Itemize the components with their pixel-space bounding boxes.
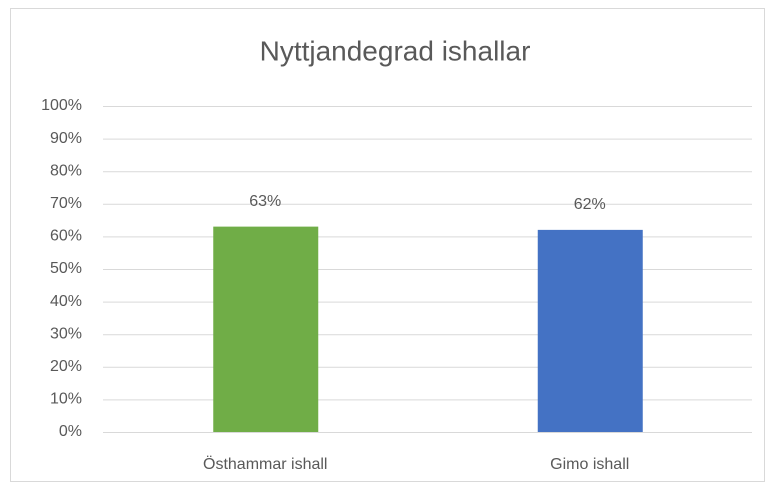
y-tick-label: 80% [50,162,82,179]
y-tick-label: 0% [59,423,82,440]
y-tick-label: 50% [50,260,82,277]
x-tick-label: Östhammar ishall [203,455,327,473]
y-tick-label: 70% [50,195,82,212]
value-label: 63% [249,193,281,210]
chart-border [10,8,765,482]
y-tick-label: 60% [50,228,82,245]
y-tick-label: 20% [50,358,82,375]
y-tick-label: 10% [50,391,82,408]
y-tick-label: 90% [50,130,82,147]
bar [537,229,643,432]
bar [213,226,319,432]
y-tick-label: 40% [50,293,82,310]
chart-title: Nyttjandegrad ishallar [260,35,531,66]
x-tick-label: Gimo ishall [550,456,629,473]
y-tick-label: 100% [41,97,82,114]
y-tick-label: 30% [50,325,82,342]
value-label: 62% [574,196,606,213]
